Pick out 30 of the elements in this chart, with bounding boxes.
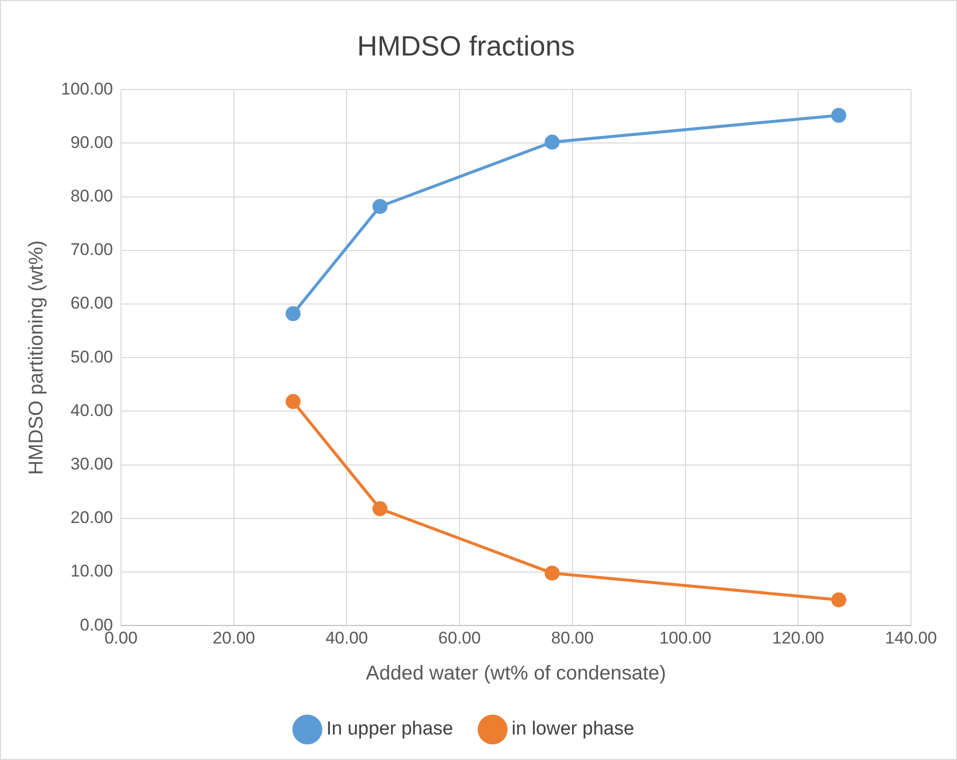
y-tick-label: 100.00	[60, 79, 113, 98]
x-tick-label: 80.00	[551, 628, 594, 648]
y-tick-label: 60.00	[70, 294, 113, 313]
y-tick-label: 10.00	[70, 562, 113, 581]
x-axis-title: Added water (wt% of condensate)	[366, 662, 666, 685]
x-tick-label: 100.00	[659, 628, 712, 648]
y-tick-label: 90.00	[70, 132, 113, 152]
point	[286, 306, 301, 322]
point	[544, 566, 560, 581]
point	[831, 108, 846, 123]
point	[286, 394, 301, 410]
legend-label: in lower phase	[512, 718, 634, 740]
point	[831, 592, 846, 608]
legend-label: In upper phase	[326, 718, 454, 740]
y-tick-label: 70.00	[70, 240, 113, 260]
y-tick-label: 80.00	[70, 186, 113, 206]
x-tick-label: 40.00	[325, 628, 368, 648]
point	[544, 134, 560, 150]
point	[372, 198, 388, 214]
x-tick-label: 60.00	[438, 628, 481, 648]
y-tick-label: 40.00	[70, 400, 113, 420]
y-tick-label: 20.00	[70, 508, 113, 528]
chart-title: HMDSO fractions	[357, 30, 575, 62]
y-axis-title: HMDSO partitioning (wt%)	[26, 240, 48, 475]
x-tick-label: 120.00	[772, 628, 824, 648]
x-tick-label: 140.00	[885, 628, 937, 648]
y-tick-label: 50.00	[70, 347, 113, 366]
point	[372, 501, 388, 516]
y-tick-label: 30.00	[70, 454, 113, 474]
x-tick-label: 20.00	[212, 628, 256, 648]
